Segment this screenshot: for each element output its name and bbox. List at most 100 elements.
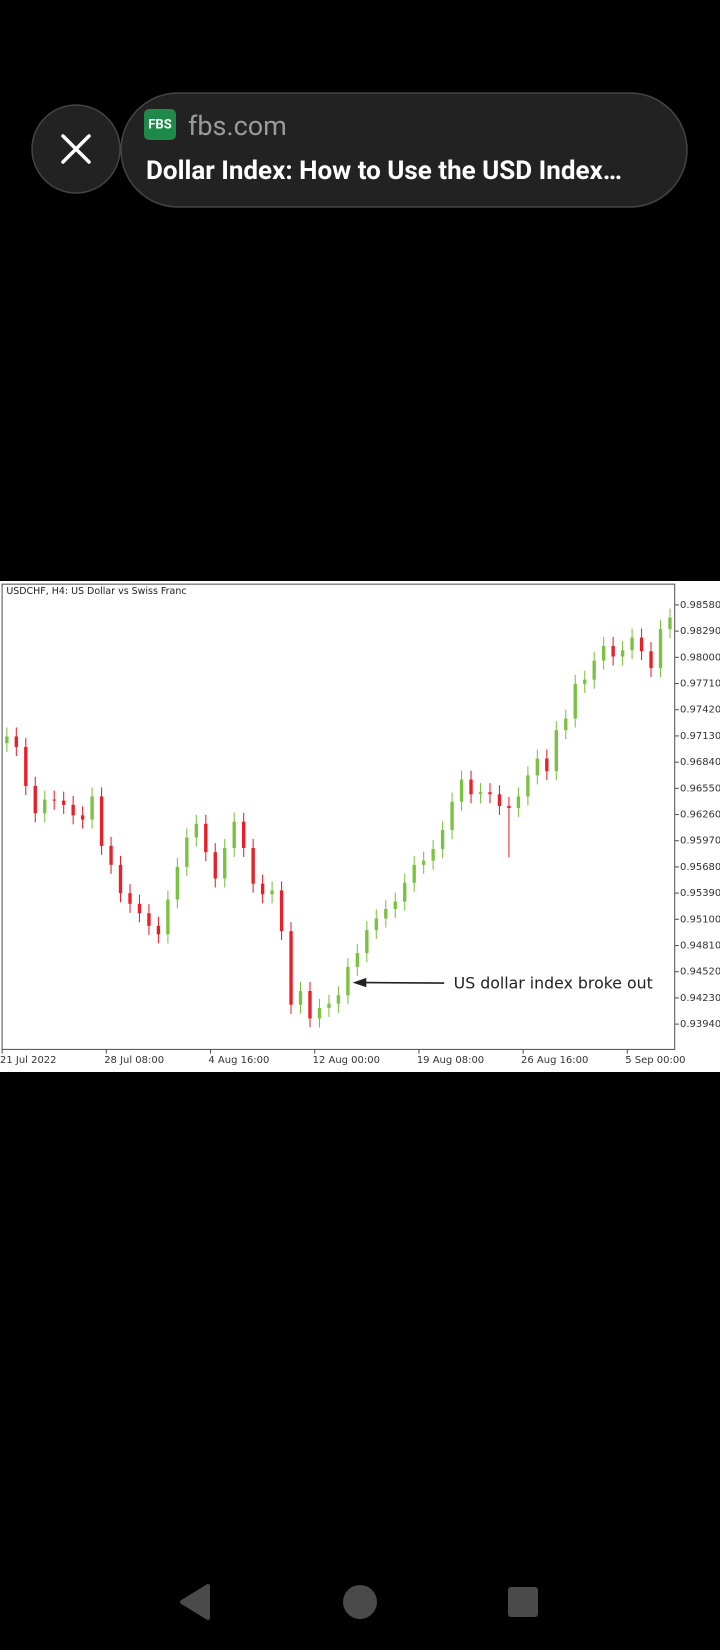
chart-background bbox=[0, 581, 720, 1072]
candle-body bbox=[497, 794, 502, 806]
candle-body bbox=[450, 801, 454, 831]
candle-body bbox=[327, 1003, 331, 1008]
candle-body bbox=[99, 796, 104, 846]
candle-body bbox=[185, 837, 189, 867]
y-tick-label: 0.95970 bbox=[680, 836, 720, 847]
candle-body bbox=[384, 909, 388, 919]
y-tick-label: 0.97130 bbox=[680, 731, 720, 742]
nav-home[interactable] bbox=[343, 1585, 377, 1619]
candle-body bbox=[658, 629, 663, 669]
candle-body bbox=[346, 966, 350, 996]
site-logo bbox=[144, 109, 176, 140]
candle-body bbox=[440, 830, 445, 850]
candle-body bbox=[109, 845, 113, 865]
candle-body bbox=[251, 847, 255, 884]
x-tick-label: 4 Aug 16:00 bbox=[208, 1055, 269, 1066]
candle-body bbox=[469, 779, 473, 795]
candle-body bbox=[147, 913, 151, 926]
x-tick-label: 26 Aug 16:00 bbox=[521, 1055, 588, 1066]
pill-bg[interactable] bbox=[120, 92, 688, 208]
nav-bar bbox=[180, 1584, 538, 1620]
candle-body bbox=[516, 796, 521, 809]
page-title: Dollar Index: How to Use the USD Index… bbox=[146, 156, 622, 186]
candle-body bbox=[33, 785, 37, 814]
y-tick-label: 0.96840 bbox=[680, 757, 720, 768]
candle-body bbox=[336, 995, 341, 1004]
y-tick-label: 0.97420 bbox=[680, 705, 720, 716]
y-tick-label: 0.96260 bbox=[680, 810, 720, 821]
y-tick-label: 0.93940 bbox=[680, 1019, 720, 1030]
candle-body bbox=[507, 805, 511, 809]
y-tick-label: 0.96550 bbox=[680, 783, 720, 794]
site-domain: fbs.com bbox=[188, 110, 287, 142]
candle-body bbox=[128, 893, 132, 904]
candle-body bbox=[118, 864, 123, 894]
candle-body bbox=[573, 683, 577, 719]
candle-body bbox=[71, 804, 75, 816]
candle-body bbox=[583, 679, 587, 684]
nav-recents[interactable] bbox=[508, 1587, 538, 1617]
x-tick-label: 21 Jul 2022 bbox=[0, 1055, 57, 1066]
candle-body bbox=[355, 953, 360, 967]
candle-body bbox=[668, 617, 672, 630]
candle-body bbox=[279, 890, 284, 932]
y-tick-label: 0.94230 bbox=[680, 993, 720, 1004]
annotation: US dollar index broke out bbox=[454, 974, 653, 993]
x-tick-label: 5 Sep 00:00 bbox=[625, 1055, 685, 1066]
logo-text: FBS bbox=[148, 117, 171, 132]
candle-body bbox=[43, 799, 47, 814]
candle-body bbox=[649, 651, 653, 669]
candle-body bbox=[554, 730, 558, 772]
y-tick-label: 0.94810 bbox=[680, 941, 720, 952]
annotation-arrow bbox=[363, 981, 445, 984]
candle-body bbox=[620, 650, 625, 657]
candle-body bbox=[526, 775, 530, 797]
candle-body bbox=[137, 903, 142, 914]
candle-body bbox=[194, 823, 198, 838]
chart-title: USDCHF, H4: US Dollar vs Swiss Franc bbox=[6, 586, 186, 597]
url-pill[interactable]: FBS fbs.com Dollar Index: How to Use the… bbox=[120, 92, 688, 208]
candle-body bbox=[535, 758, 540, 776]
plot-frame bbox=[1, 583, 676, 1050]
candle-body bbox=[241, 821, 246, 848]
candle-body bbox=[52, 799, 56, 801]
candle-body bbox=[223, 847, 227, 879]
y-tick-label: 0.98000 bbox=[680, 652, 720, 663]
close-button[interactable] bbox=[31, 104, 121, 194]
candle-body bbox=[80, 815, 85, 820]
candle-body bbox=[61, 800, 66, 805]
candle-body bbox=[90, 796, 94, 820]
candle-body bbox=[175, 866, 180, 900]
candle-body bbox=[232, 821, 236, 848]
candle-body bbox=[14, 736, 18, 747]
candle-body bbox=[611, 645, 615, 657]
y-tick-label: 0.98290 bbox=[680, 626, 720, 637]
candle-body bbox=[592, 660, 596, 680]
y-tick-label: 0.98580 bbox=[680, 600, 720, 611]
candle-body bbox=[403, 882, 407, 902]
close-icon[interactable] bbox=[61, 134, 91, 164]
candle-body bbox=[260, 883, 265, 895]
candle-body bbox=[421, 860, 426, 865]
candle-body bbox=[639, 637, 644, 652]
candle-body bbox=[459, 779, 464, 802]
nav-back[interactable] bbox=[180, 1584, 210, 1620]
chart: USDCHF, H4: US Dollar vs Swiss Franc US … bbox=[0, 583, 720, 1066]
candle-body bbox=[5, 736, 9, 744]
candle-body bbox=[545, 758, 549, 772]
candle-body bbox=[204, 823, 208, 853]
annotation-arrowhead bbox=[352, 977, 367, 988]
x-tick-label: 28 Jul 08:00 bbox=[104, 1055, 164, 1066]
candle-body bbox=[630, 637, 634, 651]
candle-body bbox=[412, 864, 416, 883]
candle-body bbox=[289, 931, 293, 1005]
candle-body bbox=[156, 925, 161, 935]
candle-body bbox=[166, 899, 170, 935]
candle-body bbox=[393, 901, 397, 910]
y-tick-label: 0.94520 bbox=[680, 967, 720, 978]
candle-body bbox=[308, 991, 312, 1019]
candle-body bbox=[478, 792, 483, 795]
candle-body bbox=[24, 746, 28, 786]
